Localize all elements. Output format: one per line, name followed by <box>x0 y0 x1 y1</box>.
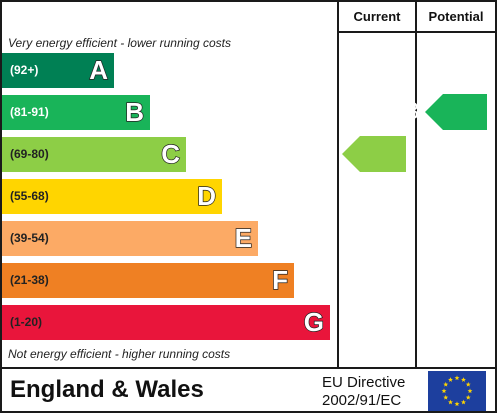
column-divider-current <box>337 0 339 368</box>
band-letter: G <box>303 306 325 337</box>
potential-header: Potential <box>428 9 484 24</box>
region-title: England & Wales <box>10 376 204 403</box>
band-e: (39-54) E <box>2 221 258 256</box>
current-header: Current <box>353 9 401 24</box>
band-g: (1-20) G <box>2 305 330 340</box>
band-range-label: (69-80) <box>10 147 49 161</box>
flag-star-icon <box>465 394 471 400</box>
column-divider-potential <box>415 0 417 368</box>
flag-star-icon <box>465 381 471 387</box>
band-f: (21-38) F <box>2 263 294 298</box>
band-a: (92+) A <box>2 53 114 88</box>
directive-line-2: 2002/91/EC <box>322 392 402 409</box>
flag-star-icon <box>454 375 460 381</box>
flag-star-icon <box>448 399 453 405</box>
flag-star-icon <box>448 377 453 382</box>
band-range-label: (81-91) <box>10 105 49 119</box>
current-rating-value: 77 <box>309 140 336 167</box>
directive-line-1: EU Directive <box>322 374 406 391</box>
efficient-note: Very energy efficient - lower running co… <box>8 36 231 50</box>
flag-star-icon <box>461 399 466 405</box>
band-range-label: (55-68) <box>10 189 49 203</box>
flag-star-icon <box>467 388 473 394</box>
band-d: (55-68) D <box>2 179 222 214</box>
eu-flag-icon <box>428 371 486 411</box>
band-letter: C <box>161 138 181 169</box>
flag-star-icon <box>443 394 449 400</box>
footer-divider <box>0 367 497 369</box>
flag-star-icon <box>454 401 460 407</box>
band-letter: A <box>89 54 109 85</box>
border-right <box>495 0 497 413</box>
potential-rating-value: 83 <box>392 98 419 125</box>
header-divider <box>337 31 497 33</box>
flag-star-icon <box>461 377 466 382</box>
band-range-label: (92+) <box>10 63 39 77</box>
band-letter: E <box>234 222 253 253</box>
band-range-label: (39-54) <box>10 231 49 245</box>
flag-star-icon <box>443 381 449 387</box>
band-range-label: (1-20) <box>10 315 43 329</box>
inefficient-note: Not energy efficient - higher running co… <box>8 347 231 361</box>
band-range-label: (21-38) <box>10 273 49 287</box>
band-letter: D <box>197 180 217 211</box>
band-letter: F <box>271 264 288 295</box>
flag-star-icon <box>441 388 447 394</box>
border-bottom <box>0 411 497 413</box>
band-letter: B <box>125 96 145 127</box>
band-c: (69-80) C <box>2 137 186 172</box>
border-left <box>0 0 2 413</box>
band-b: (81-91) B <box>2 95 150 130</box>
border-top <box>0 0 497 2</box>
